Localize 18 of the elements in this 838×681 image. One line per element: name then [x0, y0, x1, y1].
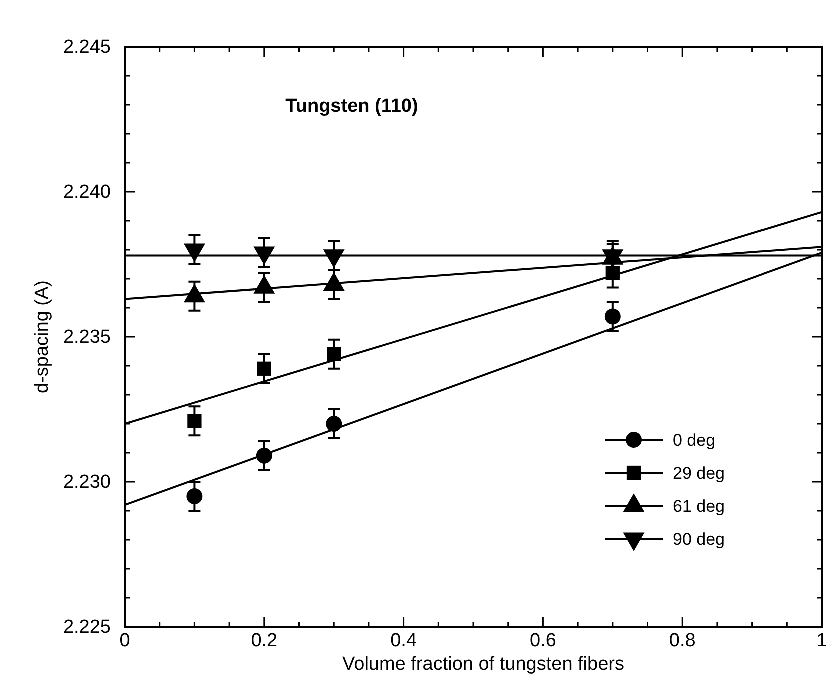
x-tick-label: 0 [120, 630, 130, 652]
y-tick-label: 2.245 [63, 37, 111, 58]
legend-label: 0 deg [673, 431, 716, 450]
x-tick-label: 0.2 [251, 630, 278, 652]
x-axis-title: Volume fraction of tungsten fibers [342, 654, 624, 675]
x-tick-label: 0.8 [669, 630, 696, 652]
y-tick-label: 2.240 [63, 182, 111, 204]
text: Tungsten (110) [286, 96, 418, 117]
x-tick-label: 0.6 [530, 630, 556, 652]
y-axis-title: d-spacing (A) [32, 280, 53, 394]
y-tick-label: 2.235 [63, 327, 111, 348]
x-tick-label: 0.4 [390, 630, 418, 652]
x-tick-label: 1 [816, 630, 828, 652]
legend-label: 90 deg [673, 530, 725, 549]
legend-label: 29 deg [673, 464, 725, 483]
y-tick-label: 2.230 [63, 472, 111, 494]
y-tick-label: 2.225 [63, 617, 111, 638]
legend-label: 61 deg [673, 497, 725, 516]
